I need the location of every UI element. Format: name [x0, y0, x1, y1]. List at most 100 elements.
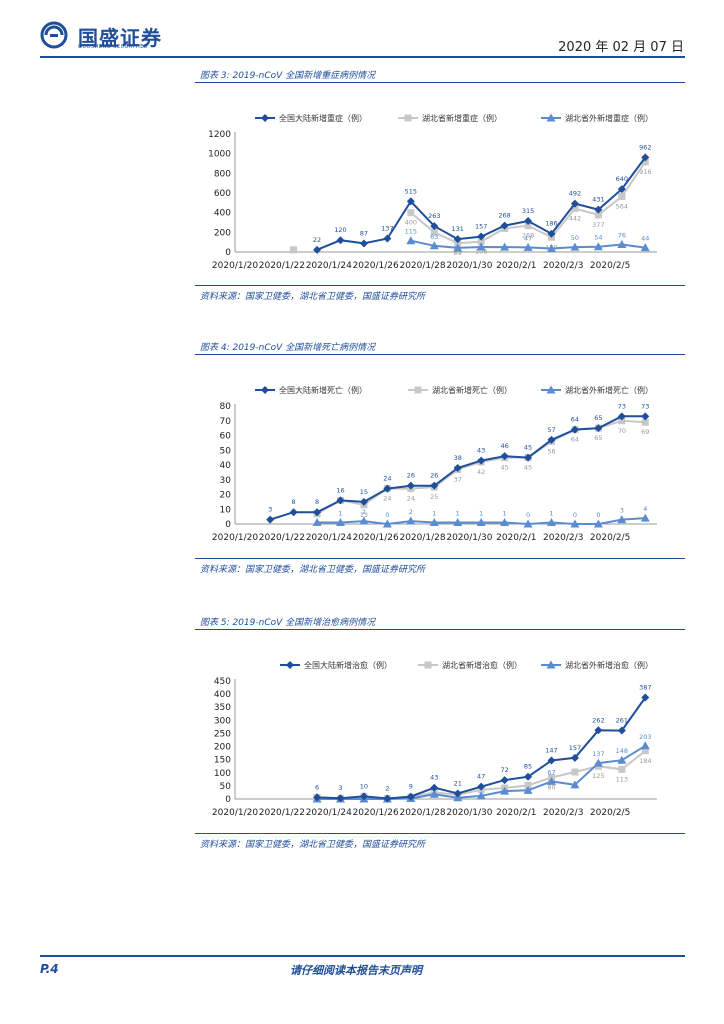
- triangle-marker: [429, 518, 439, 527]
- data-label: 73: [618, 402, 626, 410]
- data-label: 1: [503, 510, 507, 518]
- diamond-marker: [261, 386, 269, 394]
- y-tick-label: 800: [214, 169, 231, 179]
- y-tick-label: 10: [220, 505, 232, 515]
- figure-source: 资料来源：国家卫健委，湖北省卫健委，国盛证券研究所: [200, 840, 426, 850]
- square-marker: [414, 386, 422, 394]
- diamond-marker: [430, 481, 439, 490]
- legend-item: 全国大陆新增重症（例）: [255, 113, 367, 123]
- data-label: 962: [639, 143, 651, 151]
- figure-divider: [195, 558, 685, 559]
- chart-deaths: 全国大陆新增死亡（例） 湖北省新增死亡（例） 湖北省外新增死亡（例）01020304…: [212, 385, 657, 543]
- data-label: 3: [338, 784, 342, 792]
- company-logo-icon: [40, 21, 68, 49]
- y-tick-label: 450: [214, 677, 231, 687]
- x-tick-label: 2020/1/26: [353, 533, 399, 543]
- square-marker: [424, 661, 432, 669]
- square-marker: [641, 158, 649, 166]
- footer-disclaimer: 请仔细阅读本报告末页声明: [290, 964, 422, 977]
- data-label: 203: [639, 733, 651, 741]
- figure-divider: [195, 354, 685, 355]
- data-label: 113: [616, 775, 628, 783]
- diamond-marker: [524, 772, 533, 781]
- triangle-marker: [640, 513, 650, 522]
- diamond-marker: [359, 239, 368, 248]
- triangle-marker: [523, 785, 533, 794]
- triangle-marker: [617, 755, 627, 764]
- data-label: 63: [430, 233, 438, 241]
- data-label: 1: [549, 510, 553, 518]
- diamond-marker: [477, 456, 486, 465]
- data-label: 131: [452, 225, 464, 233]
- figure-divider: [195, 629, 685, 630]
- square-marker: [618, 417, 626, 425]
- data-label: 9: [409, 783, 413, 791]
- data-label: 515: [405, 187, 417, 195]
- diamond-marker: [594, 424, 603, 433]
- triangle-marker: [546, 113, 556, 122]
- y-tick-label: 1200: [208, 130, 231, 140]
- data-label: 377: [592, 221, 604, 229]
- triangle-marker: [570, 519, 580, 528]
- legend-item: 湖北省外新增治愈（例）: [541, 660, 653, 670]
- report-date: 2020 年 02 月 07 日: [558, 40, 684, 55]
- triangle-marker: [429, 789, 439, 798]
- diamond-marker: [547, 435, 556, 444]
- x-tick-label: 2020/1/20: [212, 533, 258, 543]
- data-label: 47: [524, 234, 532, 242]
- data-label: 2: [385, 784, 389, 792]
- data-label: 47: [477, 773, 485, 781]
- x-tick-label: 2020/2/3: [543, 533, 583, 543]
- triangle-marker: [476, 518, 486, 527]
- triangle-marker: [500, 786, 510, 795]
- diamond-marker: [570, 199, 579, 208]
- data-label: 13: [360, 511, 368, 519]
- diamond-marker: [313, 245, 322, 254]
- header-divider: [40, 56, 685, 58]
- legend-label: 全国大陆新增治愈（例）: [304, 660, 392, 670]
- data-label: 4: [643, 505, 647, 513]
- diamond-marker: [524, 217, 533, 226]
- figure-title: 图表 4: 2019-nCoV 全国新增死亡病例情况: [200, 343, 376, 353]
- diamond-marker: [524, 453, 533, 462]
- data-label: 69: [641, 428, 649, 436]
- data-label: 3: [620, 507, 624, 515]
- x-tick-label: 2020/1/26: [353, 261, 399, 271]
- triangle-marker: [547, 243, 556, 252]
- data-label: 56: [547, 447, 555, 455]
- y-tick-label: 40: [220, 461, 232, 471]
- diamond-marker: [430, 783, 439, 792]
- diamond-marker: [594, 726, 603, 735]
- square-marker: [594, 211, 602, 219]
- data-label: 26: [407, 472, 415, 480]
- diamond-marker: [641, 153, 650, 162]
- diamond-marker: [266, 515, 275, 524]
- square-marker: [618, 193, 626, 201]
- page-number: P.4: [40, 962, 59, 976]
- figure-divider: [195, 833, 685, 834]
- triangle-marker: [523, 242, 533, 251]
- data-label: 6: [315, 783, 319, 791]
- x-tick-label: 2020/2/3: [543, 261, 583, 271]
- data-label: 125: [592, 772, 604, 780]
- diamond-marker: [313, 793, 322, 802]
- diamond-marker: [477, 232, 486, 241]
- diamond-marker: [453, 463, 462, 472]
- data-label: 73: [641, 402, 649, 410]
- data-label: 0: [526, 511, 530, 519]
- data-label: 1: [432, 510, 436, 518]
- data-label: 1: [338, 510, 342, 518]
- data-label: 24: [407, 495, 415, 503]
- data-label: 115: [405, 228, 417, 236]
- diamond-marker: [547, 756, 556, 765]
- y-tick-label: 0: [225, 520, 231, 530]
- data-label: 157: [569, 744, 581, 752]
- triangle-marker: [593, 242, 603, 251]
- y-tick-label: 400: [214, 209, 231, 219]
- data-label: 263: [428, 212, 440, 220]
- data-label: 85: [524, 763, 532, 771]
- page-header: 国盛证券 GUOSHENG SECURITIES 2020 年 02 月 07 …: [0, 0, 724, 60]
- legend-label: 全国大陆新增死亡（例）: [279, 385, 367, 395]
- data-label: 70: [618, 427, 626, 435]
- x-tick-label: 2020/2/1: [496, 808, 536, 818]
